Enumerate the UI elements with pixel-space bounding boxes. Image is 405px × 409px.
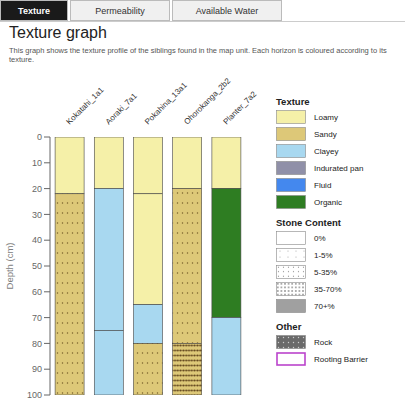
html-text:Clayey: Clayey	[314, 146, 339, 156]
html-text:Texture: Texture	[18, 5, 50, 16]
svg-text:100: 100	[27, 390, 42, 400]
svg-text:Kokatahi_1a1: Kokatahi_1a1	[65, 85, 106, 126]
svg-text:Ohorokanga_2b2: Ohorokanga_2b2	[182, 76, 233, 127]
svg-text:30: 30	[32, 210, 42, 220]
html-text:Texture: Texture	[276, 96, 310, 107]
html-text:Fluid: Fluid	[314, 180, 332, 190]
svg-text:40: 40	[32, 235, 42, 245]
svg-text:Depth (cm): Depth (cm)	[8, 243, 15, 290]
svg-text:20: 20	[32, 184, 42, 194]
html-text:Other: Other	[276, 321, 302, 332]
html-text:70+%: 70+%	[314, 301, 335, 311]
html-text:1-5%: 1-5%	[314, 250, 333, 260]
html-text:Indurated pan: Indurated pan	[314, 163, 364, 173]
html-text:Permeability: Permeability	[95, 5, 145, 16]
svg-text:90: 90	[32, 364, 42, 374]
html-text:This graph shows the texture p: This graph shows the texture profile of …	[9, 46, 387, 64]
html-text:0%: 0%	[314, 233, 326, 243]
svg-text:50: 50	[32, 261, 42, 271]
svg-text:Pokahina_13a1: Pokahina_13a1	[143, 80, 189, 127]
html-text:Texture graph: Texture graph	[9, 24, 107, 41]
html-text:Rooting Barrier: Rooting Barrier	[314, 354, 368, 364]
svg-text:80: 80	[32, 339, 42, 349]
svg-text:70: 70	[32, 313, 42, 323]
svg-text:Aoraki_7a1: Aoraki_7a1	[104, 91, 139, 126]
html-text:Available Water: Available Water	[195, 5, 259, 16]
html-text:5-35%: 5-35%	[314, 267, 338, 277]
html-text:Rock: Rock	[314, 337, 333, 347]
html-text:35-70%: 35-70%	[314, 284, 342, 294]
html-text:Loamy: Loamy	[314, 112, 338, 122]
svg-text:0: 0	[37, 132, 42, 142]
svg-text:Planter_7a2: Planter_7a2	[221, 89, 258, 126]
html-text:Organic: Organic	[314, 197, 342, 207]
svg-text:10: 10	[32, 158, 42, 168]
svg-text:60: 60	[32, 287, 42, 297]
html-text:Sandy: Sandy	[314, 129, 337, 139]
html-text:Stone Content: Stone Content	[276, 217, 341, 228]
